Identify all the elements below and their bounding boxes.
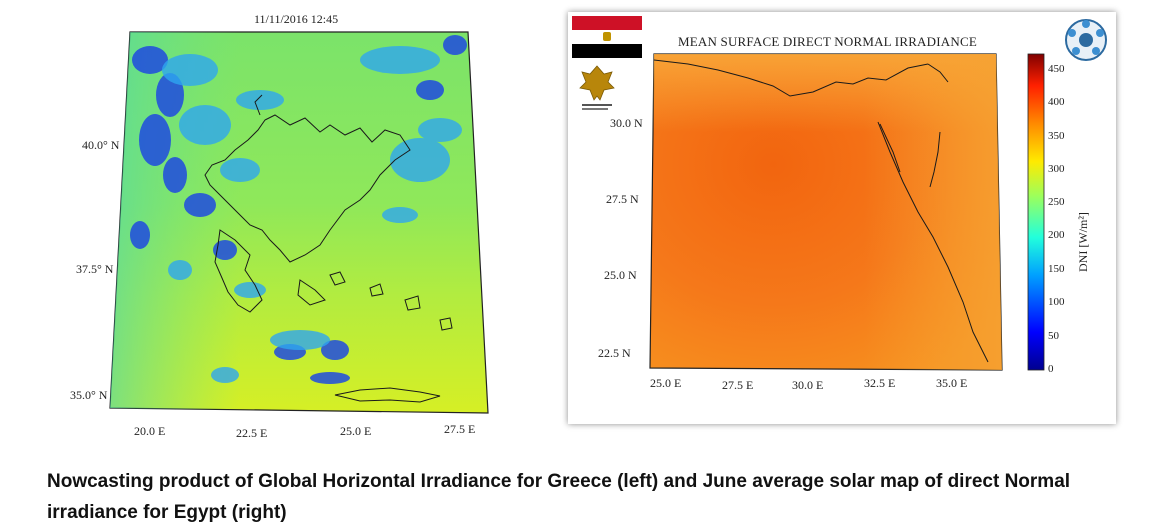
- greece-map-plot: [109, 31, 489, 414]
- colorbar-tick: 250: [1048, 196, 1065, 208]
- greece-lon-label-25: 25.0 E: [340, 424, 372, 438]
- egypt-lat-label-22-5: 22.5 N: [598, 346, 631, 360]
- colorbar-tick: 300: [1048, 163, 1065, 175]
- figure-caption: Nowcasting product of Global Horizontal …: [47, 471, 1071, 523]
- greece-lon-label-22-5: 22.5 E: [236, 426, 268, 440]
- egypt-map-panel: MEAN SURFACE DIRECT NORMAL IRRADIANCE: [568, 12, 1116, 424]
- egypt-map-title: MEAN SURFACE DIRECT NORMAL IRRADIANCE: [678, 34, 977, 49]
- egypt-lon-label-25: 25.0 E: [650, 376, 682, 390]
- egypt-lon-label-32-5: 32.5 E: [864, 376, 896, 390]
- greece-lat-label-40: 40.0° N: [82, 138, 120, 152]
- colorbar-tick: 350: [1048, 130, 1065, 142]
- egypt-lon-label-27-5: 27.5 E: [722, 378, 754, 392]
- egypt-lat-label-30: 30.0 N: [610, 116, 643, 130]
- colorbar-tick: 200: [1048, 229, 1065, 241]
- egypt-lat-label-27-5: 27.5 N: [606, 192, 639, 206]
- greece-map-timestamp: 11/11/2016 12:45: [254, 12, 339, 26]
- egypt-map-plot: [649, 53, 1045, 371]
- ministry-logo: [574, 62, 620, 114]
- colorbar-tick: 450: [1048, 63, 1065, 75]
- egypt-lon-label-35: 35.0 E: [936, 376, 968, 390]
- colorbar-label: DNI [W/m²]: [1076, 212, 1090, 272]
- greece-lat-label-37-5: 37.5° N: [76, 262, 114, 276]
- cradle-logo: [1062, 16, 1110, 64]
- greece-lon-label-20: 20.0 E: [134, 424, 166, 438]
- egypt-flag: [572, 16, 642, 58]
- colorbar-tick: 100: [1048, 296, 1065, 308]
- egypt-lat-label-25: 25.0 N: [604, 268, 637, 282]
- greece-lat-label-35: 35.0° N: [70, 388, 108, 402]
- colorbar-tick: 0: [1048, 363, 1054, 375]
- egypt-lon-label-30: 30.0 E: [792, 378, 824, 392]
- colorbar-tick: 400: [1048, 96, 1065, 108]
- egypt-colorbar: [1027, 53, 1045, 371]
- colorbar-tick: 150: [1048, 263, 1065, 275]
- greece-map-panel: 11/11/2016 12:45: [0, 0, 540, 450]
- greece-lon-label-27-5: 27.5 E: [444, 422, 476, 436]
- colorbar-tick: 50: [1048, 330, 1059, 342]
